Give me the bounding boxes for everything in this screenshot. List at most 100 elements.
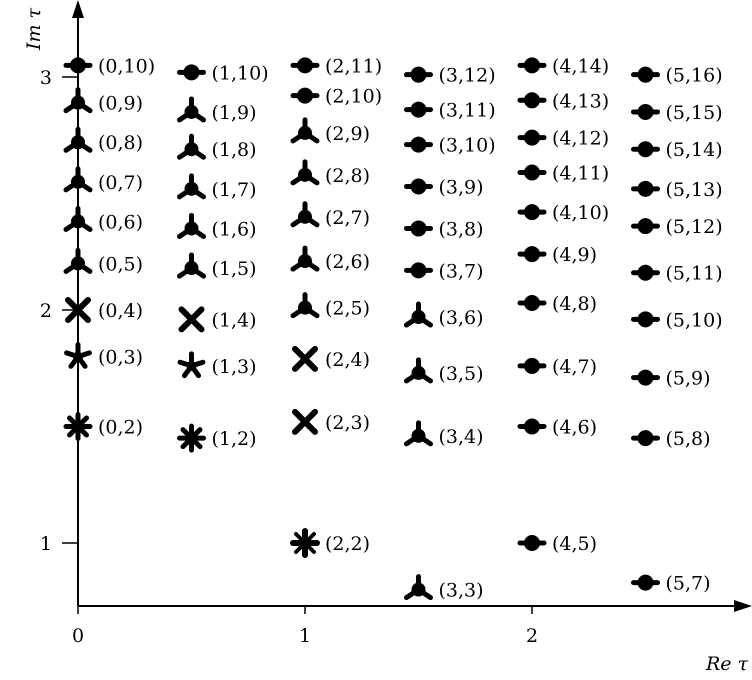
x-tick-label: 0: [72, 625, 84, 647]
point-label: (0,9): [98, 93, 143, 115]
point-marker-dumbbell: [517, 357, 547, 374]
point-marker-dumbbell: [404, 101, 433, 118]
point-marker-dumbbell: [404, 178, 433, 195]
point-labels: (0,2) (0,3) (0,4) (0,5) (0,6) (0,7) (0,8) (0,9)…: [98, 55, 723, 601]
point-label: (2,10): [325, 86, 382, 108]
point-marker-tripod: [63, 87, 93, 114]
point-label: (1,10): [212, 62, 269, 84]
point-marker-star5: [64, 342, 92, 369]
point-marker-star5: [177, 351, 206, 379]
point-label: (5,13): [666, 179, 723, 201]
point-marker-tripod: [404, 420, 433, 447]
point-label: (5,15): [666, 102, 723, 124]
point-marker-cross: [178, 306, 205, 333]
point-marker-tripod: [290, 292, 320, 319]
x-axis-title: Re τ: [705, 653, 749, 675]
point-marker-dumbbell: [517, 295, 547, 312]
point-label: (4,12): [552, 128, 609, 150]
point-label: (3,10): [439, 135, 496, 157]
y-tick-label: 3: [40, 67, 52, 89]
y-tick-label: 2: [40, 300, 52, 322]
point-label: (2,3): [325, 412, 370, 434]
point-label: (4,6): [552, 417, 597, 439]
point-marker-tripod: [404, 357, 433, 384]
point-label: (1,2): [212, 428, 257, 450]
point-marker-tripod: [290, 201, 320, 228]
point-label: (3,4): [439, 426, 484, 448]
point-label: (5,12): [666, 216, 723, 238]
point-marker-dumbbell: [404, 136, 433, 153]
point-marker-tripod: [404, 574, 433, 601]
point-label: (0,6): [98, 211, 143, 233]
point-marker-tripod: [63, 205, 93, 232]
point-marker-dumbbell: [517, 164, 547, 181]
point-label: (5,11): [666, 263, 723, 285]
point-marker-dumbbell: [631, 66, 660, 83]
point-label: (4,13): [552, 90, 609, 112]
y-tick-label: 1: [40, 533, 52, 555]
point-label: (3,9): [439, 177, 484, 199]
point-label: (4,10): [552, 202, 609, 224]
point-marker-tripod: [177, 212, 206, 239]
point-label: (5,10): [666, 309, 723, 331]
point-label: (1,4): [212, 309, 257, 331]
point-marker-dumbbell: [517, 204, 547, 221]
point-marker-tripod: [63, 247, 93, 274]
point-marker-cross: [292, 345, 318, 372]
point-label: (2,9): [325, 123, 370, 145]
point-marker-tripod: [63, 166, 93, 193]
point-marker-dumbbell: [631, 218, 660, 235]
point-marker-dumbbell: [517, 535, 547, 551]
point-label: (0,10): [98, 55, 155, 77]
point-label: (5,7): [666, 573, 711, 595]
point-label: (2,8): [325, 165, 370, 187]
x-tick-label: 1: [299, 625, 311, 647]
point-marker-cross: [292, 408, 318, 435]
point-marker-dumbbell: [517, 92, 547, 109]
y-axis-arrowhead: [72, 0, 84, 18]
point-label: (4,5): [552, 533, 597, 555]
point-label: (0,7): [98, 172, 143, 194]
point-label: (3,8): [439, 218, 484, 240]
point-marker-cross: [65, 297, 91, 323]
point-label: (5,14): [666, 139, 723, 161]
point-marker-tripod: [290, 159, 320, 186]
point-label: (3,7): [439, 260, 484, 282]
point-marker-dumbbell: [404, 262, 433, 279]
point-label: (2,2): [325, 533, 370, 555]
x-tick-label: 2: [526, 625, 538, 647]
point-marker-dumbbell: [631, 430, 660, 447]
point-label: (3,3): [439, 580, 484, 602]
point-marker-dumbbell: [517, 418, 547, 435]
point-marker-dumbbell: [290, 57, 320, 74]
point-label: (0,5): [98, 253, 143, 275]
point-label: (0,4): [98, 300, 143, 322]
point-marker-tripod: [404, 301, 433, 328]
point-label: (2,5): [325, 298, 370, 320]
point-marker-star8: [63, 412, 93, 441]
point-label: (4,9): [552, 244, 597, 266]
point-label: (4,11): [552, 163, 609, 185]
point-marker-dumbbell: [631, 574, 660, 591]
point-label: (4,7): [552, 356, 597, 378]
point-marker-dumbbell: [404, 66, 433, 83]
point-label: (1,8): [212, 139, 257, 161]
point-label: (5,8): [666, 428, 711, 450]
point-marker-star8: [177, 423, 206, 453]
point-marker-dumbbell: [517, 246, 547, 263]
point-label: (0,8): [98, 132, 143, 154]
point-label: (3,6): [439, 307, 484, 329]
y-axis-title: Im τ: [23, 7, 45, 51]
point-label: (4,8): [552, 293, 597, 315]
point-label: (2,11): [325, 55, 382, 77]
point-marker-plus: [290, 528, 320, 558]
point-marker-dumbbell: [290, 87, 320, 104]
point-marker-dumbbell: [631, 264, 660, 281]
point-marker-tripod: [177, 173, 206, 200]
point-marker-dumbbell: [63, 57, 93, 74]
axis-ticks: 0 1 2 1 2 3: [40, 67, 538, 647]
point-label: (3,5): [439, 363, 484, 385]
point-marker-dumbbell: [517, 129, 547, 146]
point-label: (3,12): [439, 65, 496, 87]
